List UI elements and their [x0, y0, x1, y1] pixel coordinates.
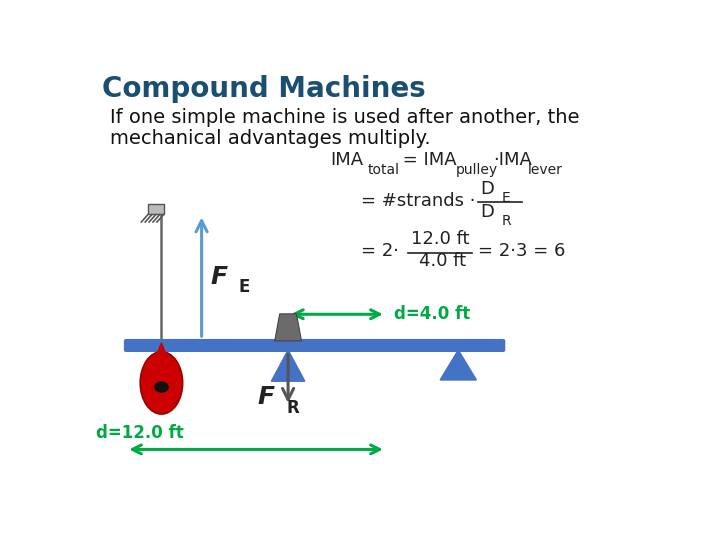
- Polygon shape: [271, 350, 305, 381]
- Text: F: F: [210, 265, 227, 289]
- Text: R: R: [502, 214, 511, 228]
- Text: R: R: [287, 399, 300, 417]
- Text: d=12.0 ft: d=12.0 ft: [96, 424, 184, 442]
- Text: D: D: [481, 202, 495, 220]
- Text: D: D: [481, 180, 495, 198]
- Circle shape: [155, 382, 168, 392]
- Text: E: E: [502, 191, 510, 205]
- FancyBboxPatch shape: [125, 340, 505, 352]
- Text: Compound Machines: Compound Machines: [102, 75, 426, 103]
- Text: mechanical advantages multiply.: mechanical advantages multiply.: [110, 129, 431, 149]
- Text: = 2·3 = 6: = 2·3 = 6: [478, 242, 565, 260]
- Text: total: total: [368, 163, 400, 177]
- Text: IMA: IMA: [330, 151, 363, 168]
- Text: 12.0 ft: 12.0 ft: [411, 230, 469, 248]
- Ellipse shape: [140, 352, 183, 414]
- Polygon shape: [150, 343, 173, 372]
- Polygon shape: [440, 350, 477, 380]
- Text: lever: lever: [528, 163, 563, 177]
- Text: 4.0 ft: 4.0 ft: [419, 253, 467, 271]
- Text: = 2·: = 2·: [361, 242, 399, 260]
- Text: = IMA: = IMA: [397, 151, 456, 168]
- Text: = #strands ·: = #strands ·: [361, 192, 475, 210]
- Text: F: F: [258, 386, 274, 409]
- Text: If one simple machine is used after another, the: If one simple machine is used after anot…: [110, 109, 580, 127]
- Text: d=4.0 ft: d=4.0 ft: [394, 305, 470, 323]
- Text: ·IMA: ·IMA: [493, 151, 532, 168]
- Text: pulley: pulley: [456, 163, 498, 177]
- Bar: [148, 204, 163, 214]
- Text: E: E: [239, 278, 251, 296]
- Polygon shape: [275, 314, 302, 341]
